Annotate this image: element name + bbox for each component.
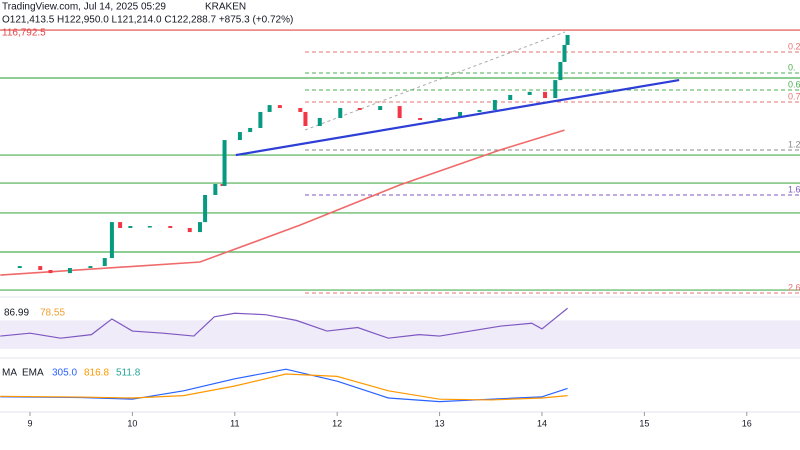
candle — [338, 108, 343, 118]
macd-line — [0, 373, 568, 401]
candle — [88, 266, 93, 269]
x-tick-label: 13 — [435, 418, 445, 428]
candle — [277, 105, 282, 109]
fib-label: 0.61 — [788, 79, 800, 89]
fib-label: 0.23 — [788, 41, 800, 51]
x-tick-label: 14 — [537, 418, 547, 428]
candle — [508, 94, 513, 101]
candle — [558, 61, 563, 81]
candle — [17, 266, 22, 269]
candle — [378, 106, 383, 110]
exchange: KRAKEN — [205, 2, 246, 13]
candle — [220, 184, 225, 186]
moving-average — [0, 129, 565, 276]
rsi-band — [0, 320, 800, 349]
candle — [258, 111, 263, 128]
rsi-value: 86.99 — [4, 308, 29, 319]
candle — [197, 222, 202, 233]
candle — [397, 106, 402, 118]
candle — [562, 44, 567, 62]
candle — [357, 108, 362, 110]
candle — [492, 100, 497, 110]
candle — [237, 132, 242, 141]
candle — [418, 118, 423, 120]
rsi-value: 78.55 — [40, 308, 65, 319]
measure-line — [304, 31, 566, 131]
ohlc: O121,413.5 H122,950.0 L121,214.0 C122,28… — [2, 15, 293, 26]
x-tick-label: 9 — [27, 418, 32, 428]
x-tick-label: 11 — [230, 418, 239, 428]
fib-label: 0.76 — [788, 91, 800, 101]
candle — [203, 194, 208, 223]
candle — [477, 109, 482, 112]
candle — [527, 91, 532, 95]
candle — [187, 227, 192, 233]
macd-value: 816.8 — [84, 368, 109, 379]
macd-label: MA — [2, 368, 17, 379]
fib-label: 1.23 — [788, 139, 800, 149]
candle — [38, 266, 43, 270]
candle — [48, 269, 53, 274]
fib-label: 2.61 — [788, 282, 800, 292]
candle — [118, 222, 123, 228]
candle — [565, 34, 570, 45]
candle — [437, 118, 442, 120]
candle — [67, 268, 72, 274]
x-tick-label: 16 — [742, 418, 752, 428]
candle — [458, 111, 463, 118]
candle — [222, 140, 227, 186]
candle — [543, 91, 548, 99]
x-tick-label: 15 — [639, 418, 649, 428]
fib-label: 1.61 — [788, 184, 800, 194]
level-text: 116,792.5 — [2, 28, 46, 39]
candle — [267, 105, 272, 112]
candle — [109, 222, 114, 259]
fib-label: 0. — [788, 62, 796, 72]
candle — [168, 226, 173, 228]
candle — [298, 108, 303, 112]
candle — [128, 226, 133, 228]
candle — [553, 80, 558, 99]
trend-line — [235, 78, 680, 157]
candle — [248, 127, 253, 133]
rsi-line — [0, 307, 568, 339]
macd-value: 511.8 — [116, 368, 141, 379]
macd-label: EMA — [22, 368, 44, 379]
macd-value: 305.0 — [52, 368, 77, 379]
candle — [102, 258, 107, 267]
candle — [147, 226, 152, 228]
x-tick-label: 10 — [127, 418, 137, 428]
candle — [303, 111, 308, 127]
candle — [213, 184, 218, 195]
x-tick-label: 12 — [332, 418, 342, 428]
candle — [317, 118, 322, 127]
source: TradingView.com, Jul 14, 2025 05:29 — [2, 2, 166, 13]
